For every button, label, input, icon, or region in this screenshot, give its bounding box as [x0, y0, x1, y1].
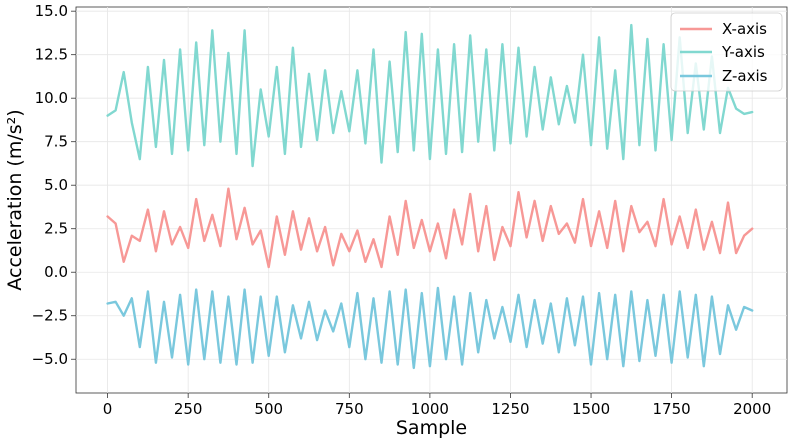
- x-tick-label: 500: [254, 400, 283, 418]
- y-tick-label: 5.0: [44, 176, 68, 194]
- x-tick-label: 2000: [733, 400, 771, 418]
- y-tick-label: 2.5: [44, 220, 68, 238]
- x-tick-label: 750: [335, 400, 364, 418]
- x-tick-label: 1000: [411, 400, 449, 418]
- y-tick-label: −5.0: [32, 350, 68, 368]
- x-tick-label: 0: [103, 400, 113, 418]
- y-tick-label: 10.0: [35, 89, 68, 107]
- y-axis-series-line: [106, 23, 754, 168]
- z-axis-series-line: [106, 286, 754, 370]
- y-tick-label: 15.0: [35, 2, 68, 20]
- x-tick-label: 1250: [491, 400, 529, 418]
- x-tick-label: 1750: [653, 400, 691, 418]
- x-tick-label: 1500: [572, 400, 610, 418]
- x-axis-series-line: [106, 187, 754, 269]
- legend-label-y: Y-axis: [721, 43, 765, 61]
- x-axis-label: Sample: [396, 417, 467, 439]
- axes-ticks: 0 250 500 750 1000 1250 1500 1750 2000 −5.0 −2.5 0.…: [32, 2, 772, 418]
- legend-label-x: X-axis: [722, 20, 767, 38]
- x-tick-label: 250: [174, 400, 203, 418]
- y-tick-label: 0.0: [44, 263, 68, 281]
- y-axis-label: Acceleration (m/s²): [4, 109, 26, 290]
- legend-label-z: Z-axis: [722, 67, 768, 85]
- legend-box: [670, 12, 783, 92]
- y-tick-label: 7.5: [44, 133, 68, 151]
- legend: X-axis Y-axis Z-axis: [670, 12, 783, 92]
- y-tick-label: 12.5: [35, 46, 68, 64]
- series-lines: [106, 23, 754, 370]
- y-tick-label: −2.5: [32, 307, 68, 325]
